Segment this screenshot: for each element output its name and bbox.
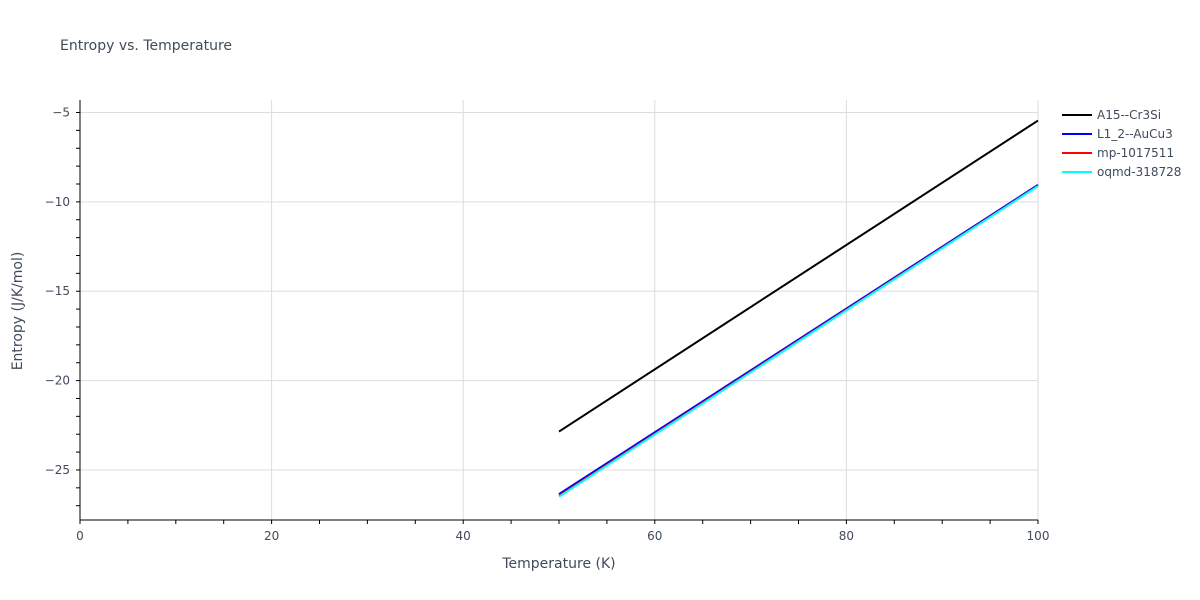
y-tick-label: −10	[45, 195, 70, 209]
x-tick-label: 100	[1027, 529, 1050, 543]
chart-title: Entropy vs. Temperature	[60, 38, 232, 54]
legend-label: mp-1017511	[1097, 146, 1174, 160]
x-tick-label: 0	[76, 529, 84, 543]
legend-item[interactable]: oqmd-318728	[1062, 165, 1181, 179]
grid-layer	[80, 100, 1039, 520]
legend-item[interactable]: mp-1017511	[1062, 146, 1174, 160]
series-line-A15--Cr3Si	[558, 119, 1039, 433]
legend-label: oqmd-318728	[1097, 165, 1181, 179]
axes-layer: 0 20 40 60 80 100 −5 −10 −15 −20 −25	[45, 100, 1050, 543]
series-line-oqmd-318728	[558, 185, 1039, 498]
x-tick-label: 80	[839, 529, 854, 543]
y-tick-label: −20	[45, 374, 70, 388]
y-tick-label: −25	[45, 463, 70, 477]
x-axis-title: Temperature (K)	[501, 556, 615, 572]
y-axis-title: Entropy (J/K/mol)	[10, 252, 26, 371]
x-tick-label: 60	[647, 529, 662, 543]
y-tick-label: −15	[45, 284, 70, 298]
series-layer	[558, 119, 1039, 498]
legend-label: A15--Cr3Si	[1097, 108, 1161, 122]
y-tick-label: −5	[52, 106, 70, 120]
legend-label: L1_2--AuCu3	[1097, 127, 1173, 141]
legend[interactable]: A15--Cr3Si L1_2--AuCu3 mp-1017511 oqmd-3187…	[1062, 108, 1181, 179]
legend-item[interactable]: A15--Cr3Si	[1062, 108, 1161, 122]
x-tick-label: 20	[264, 529, 279, 543]
x-tick-label: 40	[456, 529, 471, 543]
legend-item[interactable]: L1_2--AuCu3	[1062, 127, 1173, 141]
